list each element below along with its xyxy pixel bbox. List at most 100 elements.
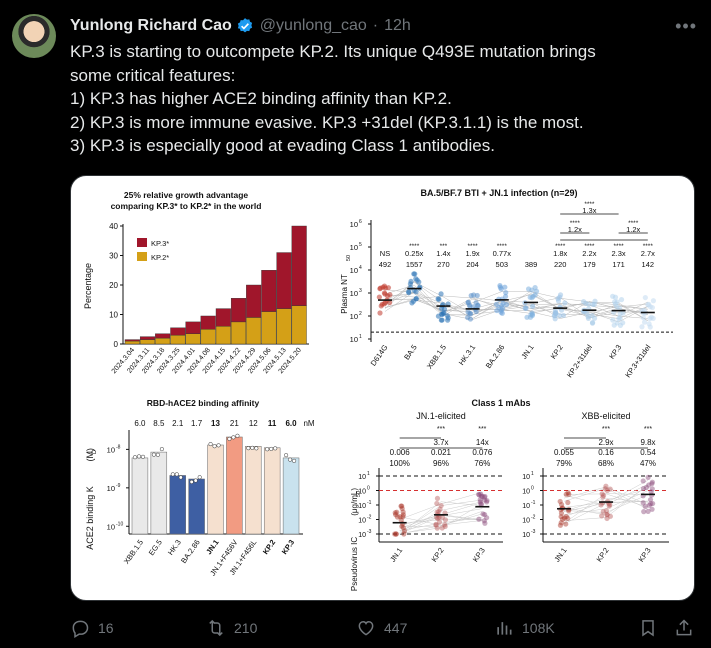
donor-line xyxy=(384,281,648,315)
percent-label: 47% xyxy=(640,459,656,468)
significance-stars: *** xyxy=(644,426,652,433)
y-tick-label: 10 xyxy=(358,518,366,525)
data-point xyxy=(477,497,483,503)
data-point xyxy=(413,295,419,302)
y-tick-exponent: -1 xyxy=(367,500,372,506)
pair-line xyxy=(563,484,649,521)
pair-line xyxy=(399,503,483,534)
data-point xyxy=(434,500,440,507)
bar-kp2 xyxy=(291,305,307,345)
data-point xyxy=(473,308,479,315)
geo-mean-label: 492 xyxy=(379,260,392,269)
data-point xyxy=(557,522,564,528)
data-point xyxy=(524,314,530,320)
y-tick-label: 10 xyxy=(522,489,530,496)
replicate-point xyxy=(189,479,194,484)
unit-label: nM xyxy=(303,419,314,428)
data-point xyxy=(439,525,445,531)
geo-mean-label: 142 xyxy=(642,260,655,269)
replicate-point xyxy=(140,454,146,459)
x-tick-label: BA.5 xyxy=(402,343,419,361)
data-point xyxy=(557,312,563,319)
y-tick-label: 10 xyxy=(107,445,115,454)
bar-kp3 xyxy=(246,284,262,318)
repost-icon xyxy=(209,619,223,637)
replicate-point xyxy=(265,447,270,452)
y-tick-exponent: 1 xyxy=(367,471,370,477)
y-tick-exponent: -3 xyxy=(367,529,372,535)
data-point xyxy=(401,528,408,534)
pair-line xyxy=(563,490,649,515)
bar-kp2 xyxy=(276,308,292,345)
affinity-bar xyxy=(150,451,168,535)
data-point xyxy=(558,510,565,516)
geo-mean-label: 503 xyxy=(496,260,509,269)
data-point xyxy=(599,500,606,506)
replicate-point xyxy=(231,435,236,440)
pair-line xyxy=(399,499,483,533)
avatar[interactable] xyxy=(12,14,56,58)
like-button[interactable]: 447 xyxy=(356,618,407,638)
fold-label: 14x xyxy=(476,438,489,447)
affinity-value-label: 21 xyxy=(230,419,239,428)
significance-stars: **** xyxy=(643,243,654,250)
data-point xyxy=(484,499,490,505)
tweet-line: 1) KP.3 has higher ACE2 binding affinity… xyxy=(70,89,452,108)
y-tick-label: 40 xyxy=(109,222,118,231)
y-tick-label: 10 xyxy=(109,311,118,320)
more-icon[interactable]: ••• xyxy=(675,16,697,36)
data-point xyxy=(493,301,500,307)
data-point xyxy=(484,497,490,504)
fold-label: 0.25x xyxy=(405,249,424,258)
x-tick-label: XBB.1.5 xyxy=(122,538,145,566)
replicate-point xyxy=(212,444,217,449)
bar-kp2 xyxy=(230,321,247,345)
data-point xyxy=(385,285,392,291)
data-point xyxy=(643,484,650,491)
data-point xyxy=(408,278,414,285)
ic50-label: 0.076 xyxy=(472,448,493,457)
x-tick-label: KP.3+31del xyxy=(623,343,652,380)
bar-kp2 xyxy=(155,337,171,345)
affinity-bar xyxy=(226,436,243,535)
bar-kp2 xyxy=(185,333,201,345)
reply-count: 16 xyxy=(98,620,114,636)
share-button[interactable] xyxy=(674,618,702,638)
y-axis-label-subscript: 50 xyxy=(356,491,362,497)
media-image[interactable]: 25% relative growth advantage comparing K… xyxy=(70,175,695,601)
views-button[interactable]: 108K xyxy=(494,618,555,638)
data-point xyxy=(602,486,608,492)
author-name[interactable]: Yunlong Richard Cao xyxy=(70,17,232,34)
author-handle[interactable]: @yunlong_cao xyxy=(259,17,367,34)
repost-button[interactable]: 210 xyxy=(206,618,257,638)
y-tick-exponent: 4 xyxy=(359,265,362,271)
data-point xyxy=(646,301,652,307)
x-tick-label: JN.1 xyxy=(519,343,535,361)
y-tick-label: 10 xyxy=(350,220,358,229)
data-point xyxy=(603,508,610,514)
significance-stars: **** xyxy=(584,201,595,208)
post-time[interactable]: 12h xyxy=(384,17,411,34)
percent-label: 76% xyxy=(474,459,490,468)
x-tick-label: KP.3 xyxy=(636,546,652,564)
data-point xyxy=(480,511,486,517)
data-point xyxy=(467,316,474,322)
fold-label: 1.2x xyxy=(568,225,582,234)
action-bar: 16 210 447 108K xyxy=(70,614,697,642)
data-point xyxy=(563,521,569,527)
y-axis-label: Percentage xyxy=(83,263,93,309)
data-point xyxy=(552,308,559,314)
data-point xyxy=(529,303,536,309)
data-point xyxy=(392,510,398,516)
chart-title: comparing KP.3* to KP.2* in the world xyxy=(111,201,262,211)
affinity-value-label: 11 xyxy=(268,419,277,428)
x-tick-label: KP.3 xyxy=(280,538,296,556)
y-tick-label: 10 xyxy=(358,532,366,539)
pair-line xyxy=(563,494,649,513)
reply-button[interactable]: 16 xyxy=(70,618,114,638)
y-tick-label: 10 xyxy=(350,312,358,321)
bookmark-button[interactable] xyxy=(638,618,666,638)
y-tick-label: 10 xyxy=(522,518,530,525)
replicate-point xyxy=(132,455,138,460)
y-axis-label-unit: (μg/mL) xyxy=(350,488,359,516)
